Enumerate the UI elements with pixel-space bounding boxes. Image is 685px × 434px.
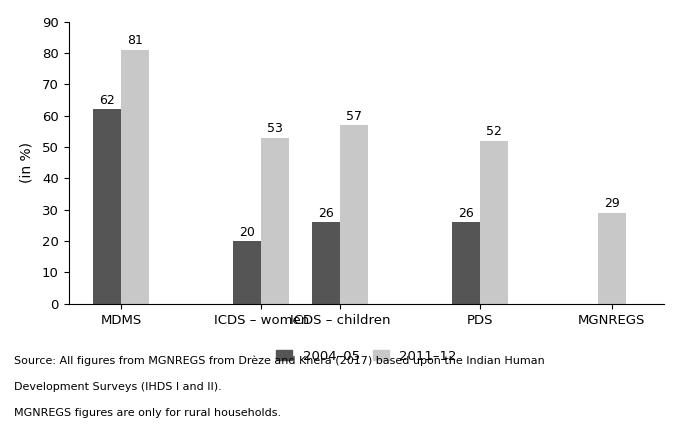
Y-axis label: (in %): (in %) [20, 142, 34, 183]
Text: 29: 29 [604, 197, 620, 210]
Bar [121, 50, 149, 304]
Bar [312, 222, 340, 304]
Text: 53: 53 [267, 122, 284, 135]
Text: Source: All figures from MGNREGS from Drèze and Khera (2017) based upon the Indi: Source: All figures from MGNREGS from Dr… [14, 356, 545, 366]
Bar [261, 138, 289, 304]
Text: 20: 20 [239, 226, 256, 239]
Bar [93, 109, 121, 304]
Text: 57: 57 [346, 110, 362, 123]
Legend: 2004–05, 2011–12: 2004–05, 2011–12 [271, 344, 462, 368]
Bar [480, 141, 508, 304]
Text: MGNREGS figures are only for rural households.: MGNREGS figures are only for rural house… [14, 408, 281, 418]
Bar [452, 222, 480, 304]
Text: Development Surveys (IHDS I and II).: Development Surveys (IHDS I and II). [14, 382, 221, 392]
Bar [598, 213, 626, 304]
Bar [340, 125, 369, 304]
Bar [234, 241, 261, 304]
Text: 62: 62 [99, 94, 115, 107]
Text: 26: 26 [458, 207, 474, 220]
Text: 52: 52 [486, 125, 502, 138]
Text: 81: 81 [127, 34, 143, 47]
Text: 26: 26 [319, 207, 334, 220]
